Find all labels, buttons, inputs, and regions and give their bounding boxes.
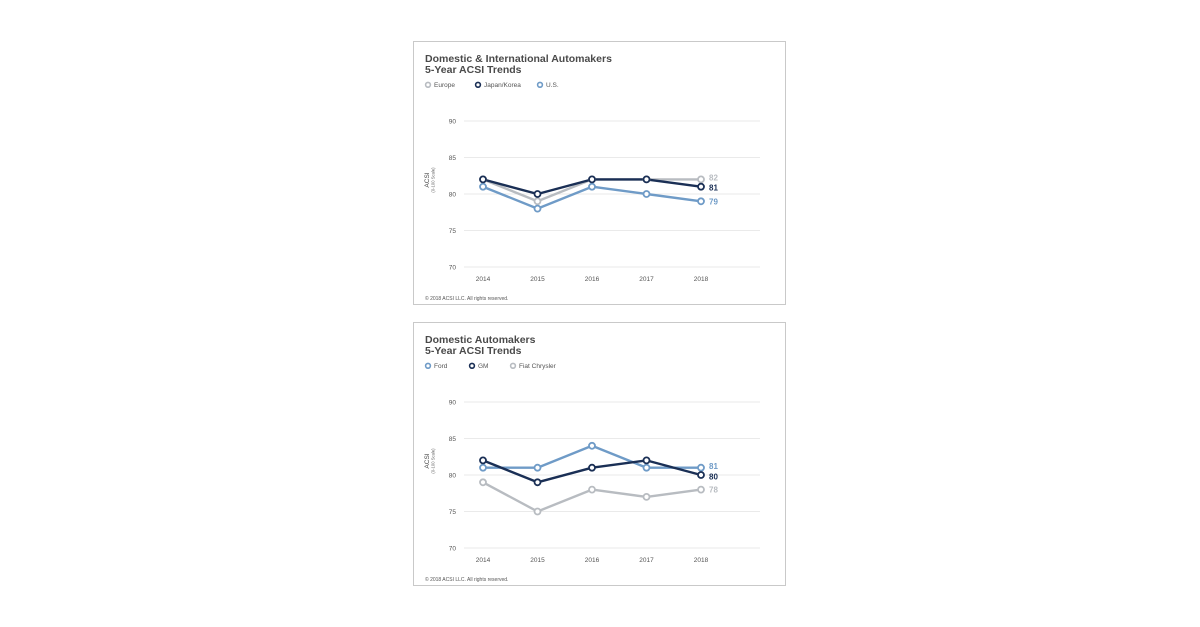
legend-label: Fiat Chrysler: [519, 363, 557, 370]
legend-label: Ford: [434, 363, 448, 370]
y-axis-sublabel: (0-100 Scale): [431, 448, 436, 474]
chart-subtitle: 5-Year ACSI Trends: [425, 64, 522, 76]
data-point: [697, 485, 705, 494]
data-point: [697, 175, 705, 184]
data-point: [479, 478, 487, 487]
data-point: [479, 456, 487, 465]
chart-card-international: Domestic & International Automakers 5-Yea…: [413, 41, 786, 305]
y-tick-label: 85: [449, 155, 457, 162]
end-value-label: 80: [709, 473, 718, 482]
data-point: [533, 197, 542, 206]
x-tick-label: 2015: [530, 557, 545, 564]
end-value-label: 82: [709, 173, 718, 182]
data-point: [697, 463, 705, 472]
x-tick-label: 2014: [476, 557, 491, 564]
y-axis-sublabel: (0-100 Scale): [431, 167, 436, 193]
y-tick-label: 75: [449, 509, 457, 516]
chart-card-domestic: Domestic Automakers 5-Year ACSI Trends For…: [413, 322, 786, 586]
legend-marker: [536, 81, 544, 88]
data-point: [588, 182, 596, 191]
legend-marker: [424, 81, 432, 88]
data-point: [533, 507, 542, 516]
data-point: [533, 190, 542, 198]
data-point: [588, 485, 596, 494]
copyright-text: © 2018 ACSI LLC. All rights reserved.: [425, 295, 508, 302]
data-point: [588, 175, 596, 184]
legend-label: GM: [478, 363, 488, 370]
legend-marker: [424, 362, 432, 369]
x-tick-label: 2017: [639, 557, 654, 564]
legend-label: Japan/Korea: [484, 82, 521, 89]
end-value-label: 78: [709, 486, 718, 495]
data-point: [642, 190, 651, 198]
data-point: [697, 197, 705, 206]
data-point: [479, 463, 487, 472]
data-point: [642, 456, 651, 465]
x-tick-label: 2015: [530, 276, 545, 283]
data-point: [533, 478, 542, 487]
data-point: [588, 441, 596, 450]
x-tick-label: 2016: [585, 557, 600, 564]
data-point: [697, 182, 705, 191]
data-point: [533, 204, 542, 213]
legend-marker: [509, 362, 517, 369]
y-tick-label: 90: [449, 118, 457, 125]
y-tick-label: 90: [449, 399, 457, 406]
data-point: [642, 175, 651, 184]
legend-label: Europe: [434, 82, 455, 89]
legend-label: U.S.: [546, 82, 559, 89]
chart-title: Domestic Automakers: [425, 334, 536, 346]
data-point: [588, 463, 596, 472]
y-tick-label: 80: [449, 191, 457, 198]
end-value-label: 81: [709, 184, 718, 193]
data-point: [642, 463, 651, 472]
legend-marker: [474, 81, 482, 88]
chart-svg-international: Domestic & International Automakers5-Yea…: [424, 53, 760, 302]
chart-subtitle: 5-Year ACSI Trends: [425, 345, 522, 357]
data-point: [479, 175, 487, 184]
x-tick-label: 2014: [476, 276, 491, 283]
y-tick-label: 85: [449, 436, 457, 443]
data-point: [479, 182, 487, 191]
end-value-label: 81: [709, 462, 718, 471]
end-value-label: 79: [709, 197, 718, 206]
x-tick-label: 2018: [694, 276, 709, 283]
y-tick-label: 75: [449, 228, 457, 235]
y-tick-label: 80: [449, 472, 457, 479]
data-point: [533, 463, 542, 472]
chart-title: Domestic & International Automakers: [425, 53, 612, 65]
y-tick-label: 70: [449, 264, 457, 271]
x-tick-label: 2016: [585, 276, 600, 283]
copyright-text: © 2018 ACSI LLC. All rights reserved.: [425, 576, 508, 583]
legend-marker: [468, 362, 476, 369]
x-tick-label: 2017: [639, 276, 654, 283]
data-point: [697, 471, 705, 479]
x-tick-label: 2018: [694, 557, 709, 564]
data-point: [642, 492, 651, 501]
y-axis-label: ACSI: [424, 453, 431, 468]
y-tick-label: 70: [449, 545, 457, 552]
y-axis-label: ACSI: [424, 172, 431, 187]
